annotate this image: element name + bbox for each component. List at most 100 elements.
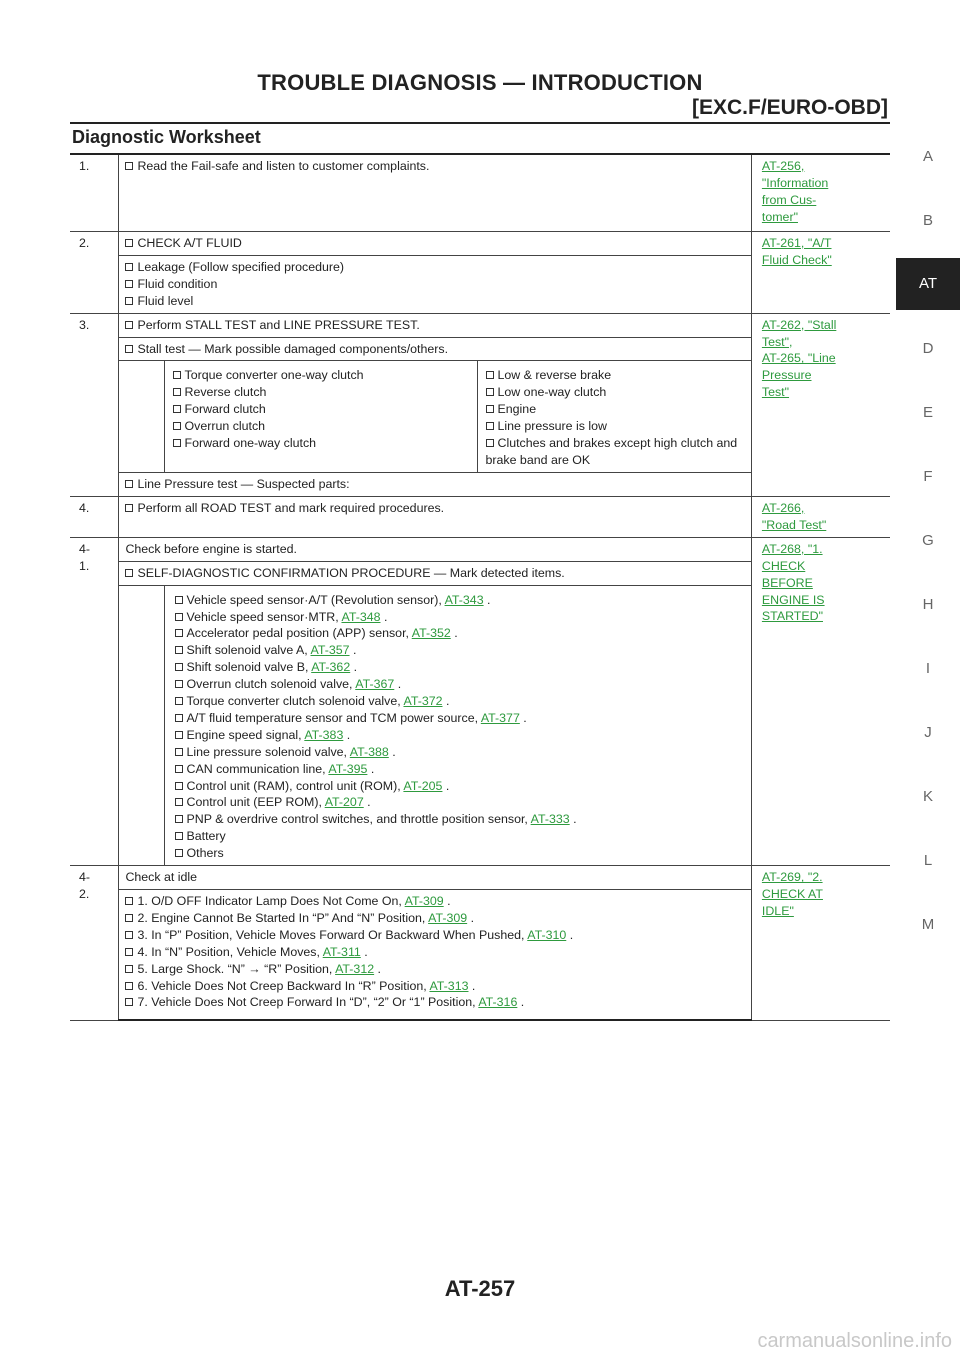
component-item: Engine bbox=[497, 402, 537, 417]
checkbox-icon[interactable] bbox=[174, 849, 183, 858]
checkbox-icon[interactable] bbox=[125, 162, 134, 170]
ref-link-line[interactable]: AT-269, "2. bbox=[761, 870, 823, 885]
symptom-ref-link[interactable]: AT-313 bbox=[429, 978, 469, 993]
side-tab-b[interactable]: B bbox=[922, 212, 933, 229]
ref-link-line[interactable]: AT-268, "1. bbox=[761, 541, 823, 556]
checkbox-icon[interactable] bbox=[125, 296, 134, 305]
checkbox-icon[interactable] bbox=[172, 371, 181, 380]
symptom-ref-link[interactable]: AT-309 bbox=[404, 894, 444, 908]
checkbox-icon[interactable] bbox=[174, 798, 183, 807]
checkbox-icon[interactable] bbox=[125, 479, 134, 488]
dtc-ref-link[interactable]: AT-207 bbox=[324, 795, 364, 810]
checkbox-icon[interactable] bbox=[172, 405, 181, 414]
side-tab-i[interactable]: I bbox=[925, 660, 931, 677]
checkbox-icon[interactable] bbox=[174, 764, 183, 773]
side-tab-e[interactable]: E bbox=[922, 404, 933, 421]
checkbox-icon[interactable] bbox=[125, 503, 134, 512]
dtc-ref-link[interactable]: AT-383 bbox=[304, 727, 344, 742]
side-tab-l[interactable]: L bbox=[923, 852, 933, 869]
ref-link-line[interactable]: ENGINE IS bbox=[761, 592, 825, 607]
side-tab-k[interactable]: K bbox=[922, 788, 933, 805]
symptom-ref-link[interactable]: AT-311 bbox=[322, 944, 361, 959]
dtc-ref-link[interactable]: AT-333 bbox=[530, 812, 570, 827]
checkbox-icon[interactable] bbox=[125, 981, 134, 990]
checkbox-icon[interactable] bbox=[174, 663, 183, 672]
checkbox-icon[interactable] bbox=[485, 388, 494, 397]
checkbox-icon[interactable] bbox=[125, 320, 134, 329]
checkbox-icon[interactable] bbox=[174, 730, 183, 739]
ref-link-line[interactable]: "Road Test" bbox=[761, 517, 827, 532]
checkbox-icon[interactable] bbox=[174, 697, 183, 706]
checkbox-icon[interactable] bbox=[174, 680, 183, 689]
ref-link-line[interactable]: Test" bbox=[761, 385, 790, 400]
dtc-ref-link[interactable]: AT-362 bbox=[311, 660, 351, 675]
ref-link-line[interactable]: AT-262, "Stall bbox=[761, 317, 837, 332]
checkbox-icon[interactable] bbox=[174, 646, 183, 655]
checkbox-icon[interactable] bbox=[125, 262, 134, 271]
dtc-ref-link[interactable]: AT-352 bbox=[411, 626, 451, 641]
dtc-ref-link[interactable]: AT-395 bbox=[328, 761, 368, 776]
checkbox-icon[interactable] bbox=[174, 713, 183, 722]
symptom-ref-link[interactable]: AT-316 bbox=[478, 995, 518, 1010]
dtc-ref-link[interactable]: AT-357 bbox=[310, 643, 350, 658]
ref-link-line[interactable]: tomer" bbox=[761, 209, 798, 224]
ref-link-line[interactable]: CHECK bbox=[761, 558, 806, 573]
dtc-ref-link[interactable]: AT-388 bbox=[349, 744, 389, 759]
side-tab-m[interactable]: M bbox=[921, 916, 935, 933]
checkbox-icon[interactable] bbox=[125, 913, 134, 922]
row-number: 1. bbox=[70, 153, 120, 232]
side-tab-f[interactable]: F bbox=[923, 468, 933, 485]
checkbox-icon[interactable] bbox=[125, 964, 134, 973]
side-tab-g[interactable]: G bbox=[922, 532, 934, 549]
dtc-ref-link[interactable]: AT-343 bbox=[444, 592, 484, 607]
ref-link-line[interactable]: AT-265, "Line bbox=[761, 351, 836, 366]
side-tab-at[interactable]: AT bbox=[896, 258, 960, 310]
symptom-ref-link[interactable]: AT-309 bbox=[428, 910, 468, 925]
checkbox-icon[interactable] bbox=[174, 595, 183, 604]
checkbox-icon[interactable] bbox=[125, 930, 134, 939]
checkbox-icon[interactable] bbox=[174, 629, 183, 638]
dtc-ref-link[interactable]: AT-377 bbox=[480, 710, 520, 725]
checkbox-icon[interactable] bbox=[485, 405, 494, 414]
checkbox-icon[interactable] bbox=[125, 998, 134, 1007]
ref-link-line[interactable]: AT-261, "A/T bbox=[761, 236, 832, 250]
checkbox-icon[interactable] bbox=[485, 439, 494, 448]
ref-link-line[interactable]: AT-256, bbox=[761, 159, 805, 173]
dtc-ref-link[interactable]: AT-372 bbox=[403, 694, 443, 709]
ref-link-line[interactable]: STARTED" bbox=[761, 609, 823, 624]
checkbox-icon[interactable] bbox=[172, 422, 181, 431]
symptom-ref-link[interactable]: AT-312 bbox=[335, 961, 375, 976]
dtc-ref-link[interactable]: AT-348 bbox=[341, 609, 381, 624]
checkbox-icon[interactable] bbox=[125, 239, 134, 247]
side-tab-j[interactable]: J bbox=[924, 724, 932, 741]
side-tab-h[interactable]: H bbox=[922, 596, 934, 613]
checkbox-icon[interactable] bbox=[125, 344, 134, 353]
checkbox-icon[interactable] bbox=[172, 439, 181, 448]
ref-link-line[interactable]: BEFORE bbox=[761, 575, 813, 590]
checkbox-icon[interactable] bbox=[174, 832, 183, 841]
side-tab-d[interactable]: D bbox=[922, 340, 934, 357]
dtc-ref-link[interactable]: AT-367 bbox=[355, 677, 395, 692]
checkbox-icon[interactable] bbox=[125, 897, 134, 905]
checkbox-icon[interactable] bbox=[485, 371, 494, 380]
symptom-ref-link[interactable]: AT-310 bbox=[527, 927, 567, 942]
checkbox-icon[interactable] bbox=[174, 747, 183, 756]
ref-link-line[interactable]: Fluid Check" bbox=[761, 252, 832, 267]
ref-link-line[interactable]: Test", bbox=[761, 334, 793, 349]
ref-link-line[interactable]: from Cus- bbox=[761, 192, 817, 207]
checkbox-icon[interactable] bbox=[174, 781, 183, 790]
checkbox-icon[interactable] bbox=[174, 612, 183, 621]
ref-link-line[interactable]: AT-266, bbox=[761, 500, 805, 515]
dtc-ref-link[interactable]: AT-205 bbox=[403, 778, 443, 793]
ref-link-line[interactable]: IDLE" bbox=[761, 903, 794, 918]
ref-link-line[interactable]: Pressure bbox=[761, 368, 812, 383]
checkbox-icon[interactable] bbox=[125, 279, 134, 288]
checkbox-icon[interactable] bbox=[125, 947, 134, 956]
ref-link-line[interactable]: CHECK AT bbox=[761, 887, 823, 901]
side-tab-a[interactable]: A bbox=[922, 148, 933, 165]
checkbox-icon[interactable] bbox=[172, 388, 181, 397]
checkbox-icon[interactable] bbox=[125, 568, 134, 577]
checkbox-icon[interactable] bbox=[485, 422, 494, 431]
ref-link-line[interactable]: "Information bbox=[761, 175, 829, 190]
checkbox-icon[interactable] bbox=[174, 815, 183, 824]
